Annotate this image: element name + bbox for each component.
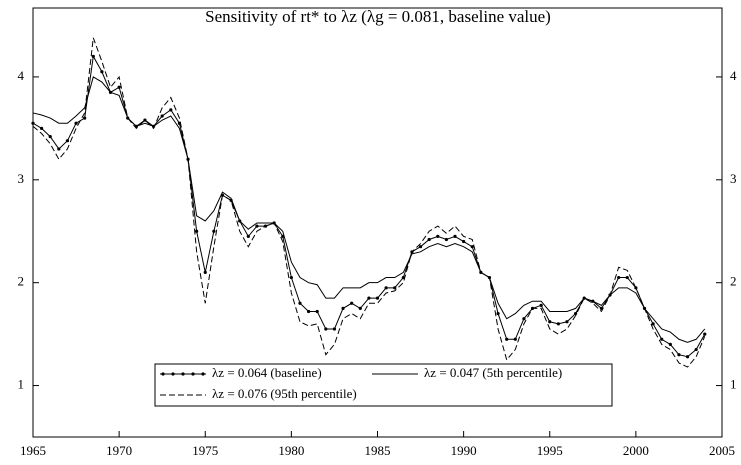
point-marker <box>462 239 466 244</box>
legend-marker <box>201 372 205 376</box>
series-line <box>32 37 706 368</box>
x-tick-label: 1965 <box>20 443 46 458</box>
point-marker <box>393 286 397 290</box>
legend-label: λz = 0.076 (95th percentile) <box>212 386 357 401</box>
point-marker <box>91 54 95 58</box>
point-marker <box>453 234 457 238</box>
point-marker <box>685 355 690 359</box>
point-marker <box>203 270 207 274</box>
point-marker <box>677 353 681 357</box>
point-marker <box>324 327 328 331</box>
point-marker <box>40 126 44 130</box>
point-marker <box>505 337 509 341</box>
point-marker <box>375 296 380 300</box>
series-line <box>32 54 706 358</box>
series-line <box>32 76 706 343</box>
legend-marker <box>161 372 165 376</box>
point-marker <box>573 311 578 316</box>
point-marker <box>255 224 259 228</box>
y-tick-label-right: 4 <box>730 68 737 83</box>
point-marker <box>341 306 345 311</box>
point-marker <box>625 275 629 280</box>
x-tick-label: 2005 <box>709 443 735 458</box>
point-marker <box>556 322 560 326</box>
point-marker <box>74 121 78 125</box>
legend-box <box>154 363 613 407</box>
point-marker <box>332 327 337 331</box>
y-tick-label: 4 <box>18 68 25 83</box>
point-marker <box>31 121 35 125</box>
x-tick-label: 1985 <box>365 443 391 458</box>
point-marker <box>470 245 474 249</box>
legend-label: λz = 0.047 (5th percentile) <box>424 365 562 380</box>
point-marker <box>617 275 621 280</box>
point-marker <box>367 296 371 300</box>
point-marker <box>444 237 448 242</box>
chart-title: Sensitivity of rt* to λz (λg = 0.081, ba… <box>205 7 551 26</box>
point-marker <box>100 70 104 74</box>
x-tick-label: 1990 <box>451 443 477 458</box>
y-tick-label: 2 <box>18 274 25 289</box>
point-marker <box>418 245 423 249</box>
point-marker <box>496 311 500 316</box>
point-marker <box>65 139 70 143</box>
point-marker <box>212 229 216 233</box>
point-marker <box>668 342 672 347</box>
y-tick-label-right: 1 <box>730 377 737 392</box>
point-marker <box>660 337 664 341</box>
point-marker <box>703 332 707 336</box>
point-marker <box>298 301 302 305</box>
point-marker <box>384 286 388 290</box>
y-tick-label: 3 <box>18 171 25 186</box>
x-tick-label: 1970 <box>106 443 132 458</box>
point-marker <box>160 114 164 118</box>
x-tick-label: 2000 <box>623 443 649 458</box>
point-marker <box>117 85 121 89</box>
point-marker <box>195 229 199 233</box>
point-marker <box>169 108 173 112</box>
point-marker <box>143 118 147 122</box>
x-tick-label: 1995 <box>537 443 563 458</box>
point-marker <box>436 234 440 238</box>
point-marker <box>539 303 543 307</box>
point-marker <box>513 337 517 341</box>
point-marker <box>694 347 698 352</box>
point-marker <box>246 234 250 238</box>
point-marker <box>565 320 569 324</box>
point-marker <box>48 134 52 139</box>
x-tick-label: 1980 <box>278 443 304 458</box>
point-marker <box>651 322 655 326</box>
y-tick-label-right: 2 <box>730 274 737 289</box>
point-marker <box>289 275 293 280</box>
legend-marker <box>191 372 195 376</box>
legend-marker <box>171 372 175 376</box>
point-marker <box>307 309 311 314</box>
point-marker <box>358 306 362 311</box>
point-marker <box>83 116 87 120</box>
point-marker <box>548 320 552 324</box>
y-tick-label-right: 3 <box>730 171 737 186</box>
x-tick-label: 1975 <box>192 443 218 458</box>
point-marker <box>57 147 61 151</box>
legend-marker <box>181 372 185 376</box>
y-tick-label: 1 <box>18 377 25 392</box>
point-marker <box>522 317 526 321</box>
legend-label: λz = 0.064 (baseline) <box>212 365 322 380</box>
point-marker <box>315 309 319 314</box>
point-marker <box>350 301 354 305</box>
point-marker <box>427 237 431 242</box>
